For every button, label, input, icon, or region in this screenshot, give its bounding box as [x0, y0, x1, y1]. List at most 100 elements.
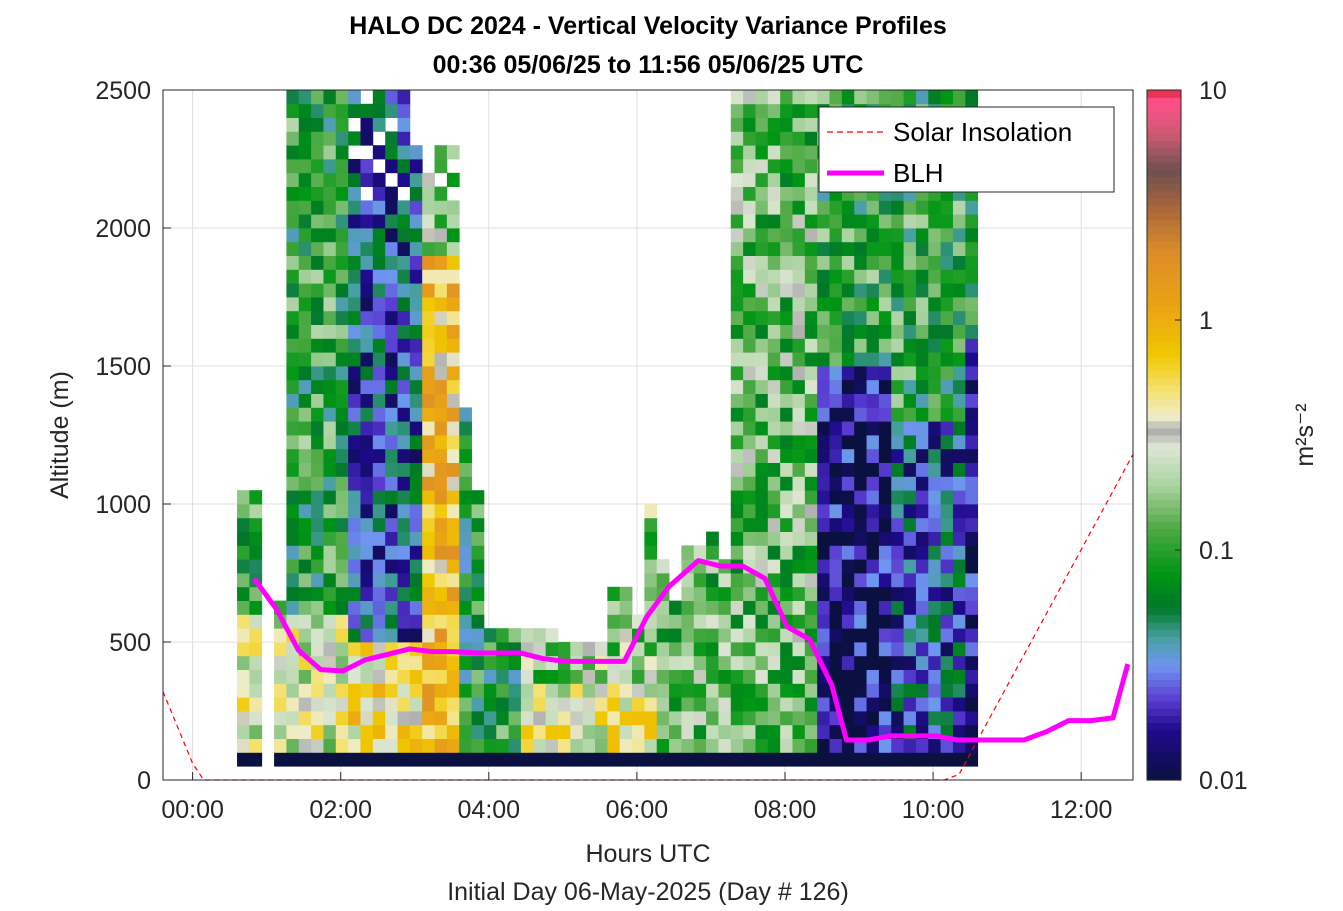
heatmap-cell	[706, 545, 719, 560]
heatmap-cell	[298, 186, 312, 201]
heatmap-cell	[348, 683, 361, 698]
heatmap-cell	[891, 255, 904, 270]
heatmap-cell	[755, 448, 769, 463]
heatmap-cell	[952, 545, 966, 560]
heatmap-cell	[817, 393, 830, 408]
heatmap-cell	[644, 573, 658, 588]
heatmap-cell	[952, 435, 966, 450]
heatmap-cell	[915, 517, 929, 532]
heatmap-cell	[348, 517, 361, 532]
heatmap-cell	[409, 711, 423, 726]
heatmap-cell	[767, 738, 781, 753]
heatmap-cell	[669, 724, 682, 739]
heatmap-cell	[360, 393, 374, 408]
heatmap-cell	[755, 310, 769, 325]
heatmap-cell	[804, 531, 818, 546]
heatmap-cell	[804, 310, 818, 325]
heatmap-cell	[730, 297, 744, 312]
heatmap-cell	[730, 724, 744, 739]
heatmap-cell	[397, 297, 411, 312]
heatmap-cell	[854, 655, 867, 670]
heatmap-cell	[866, 200, 880, 215]
heatmap-cell	[360, 738, 374, 753]
heatmap-cell	[286, 90, 300, 105]
heatmap-cell	[508, 752, 522, 767]
heatmap-cell	[619, 586, 633, 601]
heatmap-cell	[903, 738, 917, 753]
heatmap-cell	[644, 517, 658, 532]
heatmap-cell	[298, 255, 312, 270]
heatmap-cell	[298, 421, 312, 436]
heatmap-cell	[767, 338, 781, 353]
heatmap-cell	[348, 131, 361, 146]
heatmap-cell	[335, 186, 349, 201]
colorbar-segment	[1147, 485, 1181, 494]
heatmap-cell	[545, 752, 559, 767]
heatmap-cell	[434, 752, 448, 767]
heatmap-cell	[372, 338, 386, 353]
heatmap-cell	[323, 683, 337, 698]
heatmap-cell	[792, 379, 806, 394]
heatmap-cell	[459, 517, 472, 532]
heatmap-cell	[348, 283, 361, 298]
heatmap-cell	[372, 145, 386, 160]
heatmap-cell	[743, 752, 756, 767]
heatmap-cell	[422, 186, 435, 201]
heatmap-cell	[409, 324, 423, 339]
heatmap-cell	[730, 697, 744, 712]
heatmap-cell	[743, 669, 756, 684]
heatmap-cell	[792, 338, 806, 353]
heatmap-cell	[422, 172, 435, 187]
heatmap-cell	[878, 462, 892, 477]
heatmap-cell	[372, 669, 386, 684]
heatmap-cell	[767, 379, 781, 394]
heatmap-cell	[434, 669, 448, 684]
heatmap-cell	[237, 628, 250, 643]
heatmap-cell	[323, 628, 337, 643]
heatmap-cell	[965, 435, 979, 450]
heatmap-cell	[483, 711, 497, 726]
heatmap-cell	[372, 90, 386, 105]
heatmap-cell	[965, 752, 979, 767]
heatmap-cell	[520, 669, 534, 684]
heatmap-cell	[730, 490, 744, 505]
heatmap-cell	[335, 255, 349, 270]
colorbar-segment	[1147, 320, 1181, 328]
heatmap-cell	[298, 200, 312, 215]
heatmap-cell	[557, 697, 571, 712]
heatmap-cell	[755, 379, 769, 394]
heatmap-cell	[755, 628, 769, 643]
heatmap-cell	[804, 573, 818, 588]
heatmap-cell	[434, 573, 448, 588]
heatmap-cell	[878, 338, 892, 353]
heatmap-cell	[780, 669, 793, 684]
heatmap-cell	[866, 669, 880, 684]
heatmap-cell	[755, 517, 769, 532]
heatmap-cell	[323, 393, 337, 408]
heatmap-cell	[286, 586, 300, 601]
heatmap-cell	[311, 642, 324, 657]
heatmap-cell	[446, 366, 460, 381]
heatmap-cell	[483, 628, 497, 643]
heatmap-cell	[878, 683, 892, 698]
heatmap-cell	[681, 683, 695, 698]
heatmap-cell	[311, 697, 324, 712]
heatmap-cell	[780, 310, 793, 325]
heatmap-cell	[286, 214, 300, 229]
heatmap-cell	[755, 255, 769, 270]
heatmap-cell	[311, 159, 324, 174]
legend-box	[818, 106, 1115, 193]
heatmap-cell	[434, 711, 448, 726]
heatmap-cell	[397, 352, 411, 367]
heatmap-cell	[286, 172, 300, 187]
heatmap-cell	[965, 214, 979, 229]
heatmap-cell	[644, 642, 658, 657]
heatmap-cell	[249, 669, 263, 684]
heatmap-cell	[298, 490, 312, 505]
heatmap-cell	[360, 628, 374, 643]
heatmap-cell	[533, 642, 547, 657]
colorbar-segment	[1147, 550, 1181, 558]
heatmap-cell	[360, 600, 374, 615]
colorbar-segment	[1147, 521, 1181, 530]
heatmap-cell	[582, 697, 596, 712]
